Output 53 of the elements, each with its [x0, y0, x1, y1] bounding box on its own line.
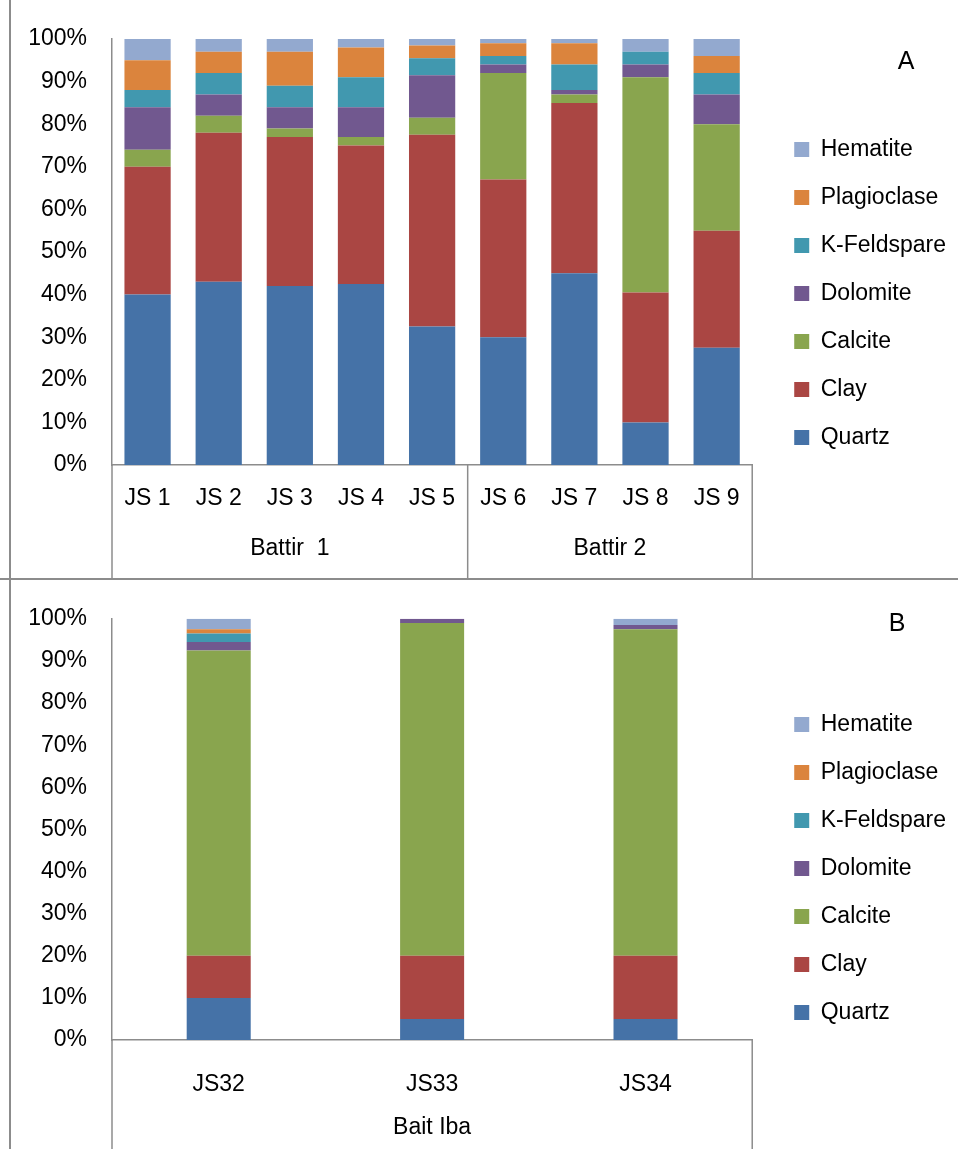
- legend-label: Quartz: [820, 422, 890, 449]
- x-tick-label: JS34: [619, 1070, 672, 1097]
- x-tick-label: JS 8: [622, 484, 669, 511]
- y-tick-label: 80%: [40, 109, 87, 136]
- legend-label: K-Feldspare: [820, 230, 947, 257]
- y-tick-label: 20%: [40, 941, 87, 968]
- legend-label: Dolomite: [820, 278, 912, 305]
- legend-label: Hematite: [820, 709, 913, 736]
- y-tick-label: 60%: [40, 772, 87, 799]
- y-tick-label: 40%: [40, 856, 87, 883]
- text: Bait Iba: [393, 1113, 472, 1140]
- y-tick-label: 50%: [40, 814, 87, 841]
- y-tick-label: 30%: [40, 322, 87, 349]
- legend-label: Calcite: [820, 901, 892, 928]
- y-tick-label: 100%: [28, 24, 87, 51]
- y-tick-label: 30%: [40, 898, 87, 925]
- x-tick-label: JS 3: [266, 484, 313, 511]
- legend-label: Hematite: [820, 134, 913, 161]
- legend-label: Calcite: [820, 326, 892, 353]
- x-tick-label: JS 1: [124, 484, 171, 511]
- y-tick-label: 90%: [40, 646, 87, 673]
- x-tick-label: JS 6: [480, 484, 527, 511]
- legend-label: Clay: [820, 374, 868, 401]
- x-tick-label: JS 5: [409, 484, 456, 511]
- y-tick-label: 80%: [40, 688, 87, 715]
- x-tick-label: JS33: [405, 1070, 459, 1097]
- y-tick-label: 70%: [40, 152, 87, 179]
- y-tick-label: 60%: [40, 194, 87, 221]
- text: Battir 1: [250, 534, 330, 561]
- x-tick-label: JS 9: [693, 484, 740, 511]
- y-tick-label: 10%: [40, 983, 87, 1010]
- x-tick-label: JS32: [192, 1070, 245, 1097]
- legend-label: K-Feldspare: [820, 805, 947, 832]
- text: Battir 2: [573, 534, 647, 561]
- x-tick-label: JS 4: [337, 484, 385, 511]
- text: A: [897, 45, 915, 74]
- y-tick-label: 70%: [40, 730, 87, 757]
- y-tick-label: 20%: [40, 365, 87, 392]
- y-tick-label: 10%: [40, 407, 87, 434]
- legend-label: Dolomite: [820, 853, 912, 880]
- y-tick-label: 50%: [40, 237, 87, 264]
- y-tick-label: 100%: [28, 604, 87, 631]
- text: B: [888, 607, 906, 636]
- legend-label: Plagioclase: [820, 757, 939, 784]
- y-tick-label: 90%: [40, 66, 87, 93]
- legend-label: Quartz: [820, 997, 890, 1024]
- legend-label: Clay: [820, 949, 868, 976]
- y-tick-label: 0%: [53, 1025, 87, 1052]
- x-tick-label: JS 7: [551, 484, 598, 511]
- x-tick-label: JS 2: [195, 484, 242, 511]
- y-tick-label: 0%: [53, 450, 87, 477]
- legend-label: Plagioclase: [820, 182, 939, 209]
- y-tick-label: 40%: [40, 279, 87, 306]
